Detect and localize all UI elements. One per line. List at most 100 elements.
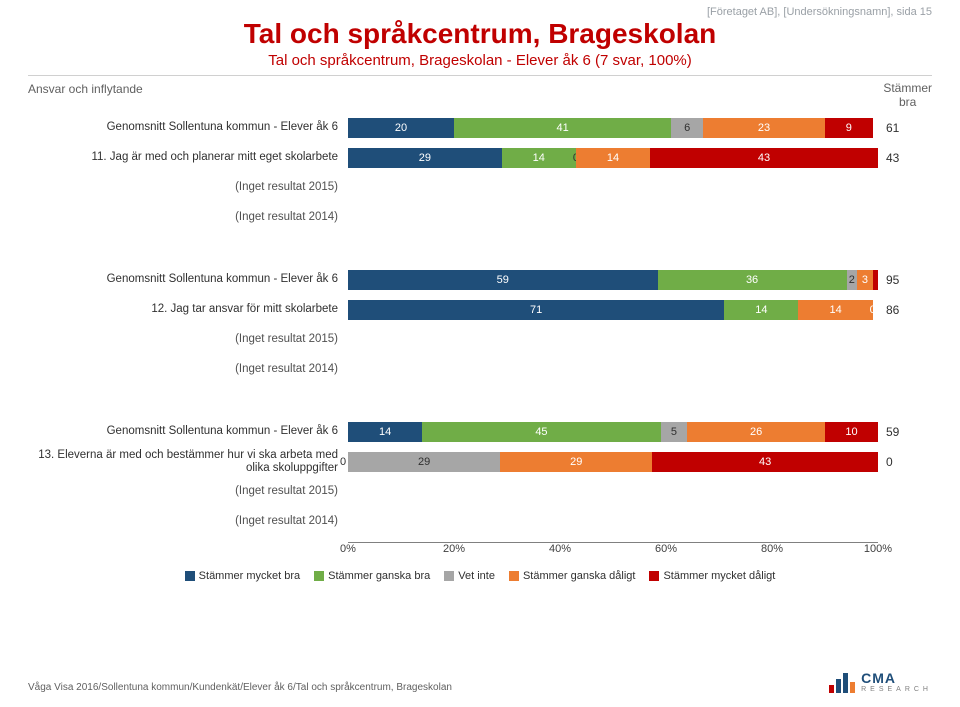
score-header-bot: bra [899, 95, 916, 109]
bar-wrap: 144552610 [348, 422, 878, 442]
legend-swatch [185, 571, 195, 581]
chart-row: (Inget resultat 2014) [28, 358, 932, 382]
bar-segment: 10 [825, 422, 878, 442]
row-label: (Inget resultat 2015) [28, 485, 348, 498]
row-label: Genomsnitt Sollentuna kommun - Elever åk… [28, 273, 348, 286]
bar-segment: 29 [500, 452, 652, 472]
legend-label: Stämmer ganska dåligt [523, 570, 636, 582]
bar-segment: 5 [661, 422, 688, 442]
row-label: 11. Jag är med och planerar mitt eget sk… [28, 151, 348, 164]
bar-segment: 14 [576, 148, 650, 168]
bar-wrap: 7114140 [348, 300, 878, 320]
row-label: (Inget resultat 2014) [28, 211, 348, 224]
logo: CMA RESEARCH [829, 670, 932, 693]
logo-sub: RESEARCH [861, 686, 932, 693]
row-label: (Inget resultat 2014) [28, 363, 348, 376]
bar-segment: 43 [650, 148, 878, 168]
legend-label: Stämmer mycket dåligt [663, 570, 775, 582]
bar-segment: 3 [857, 270, 873, 290]
bar-segment: 6 [671, 118, 703, 138]
footer: Våga Visa 2016/Sollentuna kommun/Kundenk… [28, 670, 932, 693]
chart-row: 11. Jag är med och planerar mitt eget sk… [28, 146, 932, 170]
row-label: 13. Eleverna är med och bestämmer hur vi… [28, 449, 348, 474]
legend-swatch [649, 571, 659, 581]
page-title: Tal och språkcentrum, Brageskolan [28, 18, 932, 50]
section-label: Ansvar och inflytande [28, 82, 143, 110]
bar-segment: 71 [348, 300, 724, 320]
chart-area: Genomsnitt Sollentuna kommun - Elever åk… [28, 116, 932, 534]
section-head: Ansvar och inflytande Stämmer bra [28, 82, 932, 110]
stacked-bar: 0292943 [348, 452, 878, 472]
legend-swatch [314, 571, 324, 581]
bar-segment: 29 [348, 148, 502, 168]
legend-label: Stämmer mycket bra [199, 570, 300, 582]
x-axis: 0%20%40%60%80%100% [348, 542, 878, 560]
bar-wrap [348, 482, 878, 502]
axis-tick: 20% [443, 543, 465, 555]
bar-wrap [348, 208, 878, 228]
bar-segment: 9 [825, 118, 873, 138]
bar-segment: 26 [687, 422, 825, 442]
score-header-top: Stämmer [883, 81, 932, 95]
legend-label: Vet inte [458, 570, 495, 582]
axis-tick: 80% [761, 543, 783, 555]
bar-wrap [348, 330, 878, 350]
legend-swatch [444, 571, 454, 581]
bar-segment: 59 [348, 270, 658, 290]
row-label: (Inget resultat 2014) [28, 515, 348, 528]
row-score: 59 [878, 425, 918, 439]
chart-row: Genomsnitt Sollentuna kommun - Elever åk… [28, 420, 932, 444]
header-meta: [Företaget AB], [Undersökningsnamn], sid… [707, 6, 932, 18]
chart-content: Ansvar och inflytande Stämmer bra Genoms… [28, 82, 932, 582]
legend-item: Stämmer mycket bra [185, 570, 300, 582]
bar-segment: 45 [422, 422, 661, 442]
page-subtitle: Tal och språkcentrum, Brageskolan - Elev… [28, 52, 932, 76]
axis-tick: 0% [340, 543, 356, 555]
chart-row: (Inget resultat 2014) [28, 510, 932, 534]
bar-segment: 2 [847, 270, 857, 290]
chart-row: (Inget resultat 2015) [28, 480, 932, 504]
bar-wrap: 20416239 [348, 118, 878, 138]
axis-tick: 40% [549, 543, 571, 555]
row-label: 12. Jag tar ansvar för mitt skolarbete [28, 303, 348, 316]
bar-segment: 23 [703, 118, 825, 138]
row-label: Genomsnitt Sollentuna kommun - Elever åk… [28, 425, 348, 438]
row-score: 43 [878, 151, 918, 165]
stacked-bar: 7114140 [348, 300, 878, 320]
axis-tick: 60% [655, 543, 677, 555]
legend-label: Stämmer ganska bra [328, 570, 430, 582]
bar-wrap [348, 178, 878, 198]
chart-row: 13. Eleverna är med och bestämmer hur vi… [28, 450, 932, 474]
bar-segment [873, 270, 878, 290]
chart-row: Genomsnitt Sollentuna kommun - Elever åk… [28, 268, 932, 292]
bar-wrap: 0292943 [348, 452, 878, 472]
axis-row: 0% 20% 40% 60% 80% 100% [28, 542, 932, 560]
bar-wrap: 593623 [348, 270, 878, 290]
logo-name: CMA [861, 670, 896, 686]
chart-row: 12. Jag tar ansvar för mitt skolarbete71… [28, 298, 932, 322]
stacked-bar: 593623 [348, 270, 878, 290]
bar-wrap: 291401443 [348, 148, 878, 168]
page: [Företaget AB], [Undersökningsnamn], sid… [0, 0, 960, 707]
bar-wrap [348, 360, 878, 380]
bar-segment: 41 [454, 118, 671, 138]
bar-segment: 43 [652, 452, 878, 472]
legend: Stämmer mycket bra Stämmer ganska bra Vet … [28, 570, 932, 582]
chart-row: (Inget resultat 2014) [28, 206, 932, 230]
row-label: (Inget resultat 2015) [28, 333, 348, 346]
row-score: 61 [878, 121, 918, 135]
bar-segment: 14 [348, 422, 422, 442]
row-score: 86 [878, 303, 918, 317]
bar-segment: 29 [348, 452, 500, 472]
row-score: 0 [878, 455, 918, 469]
bar-segment: 14 [724, 300, 798, 320]
bar-segment: 36 [658, 270, 847, 290]
logo-text: CMA RESEARCH [861, 670, 932, 693]
legend-item: Stämmer ganska dåligt [509, 570, 636, 582]
legend-item: Vet inte [444, 570, 495, 582]
chart-row: (Inget resultat 2015) [28, 176, 932, 200]
legend-item: Stämmer mycket dåligt [649, 570, 775, 582]
axis-tick: 100% [864, 543, 892, 555]
legend-swatch [509, 571, 519, 581]
score-header: Stämmer bra [883, 82, 932, 110]
